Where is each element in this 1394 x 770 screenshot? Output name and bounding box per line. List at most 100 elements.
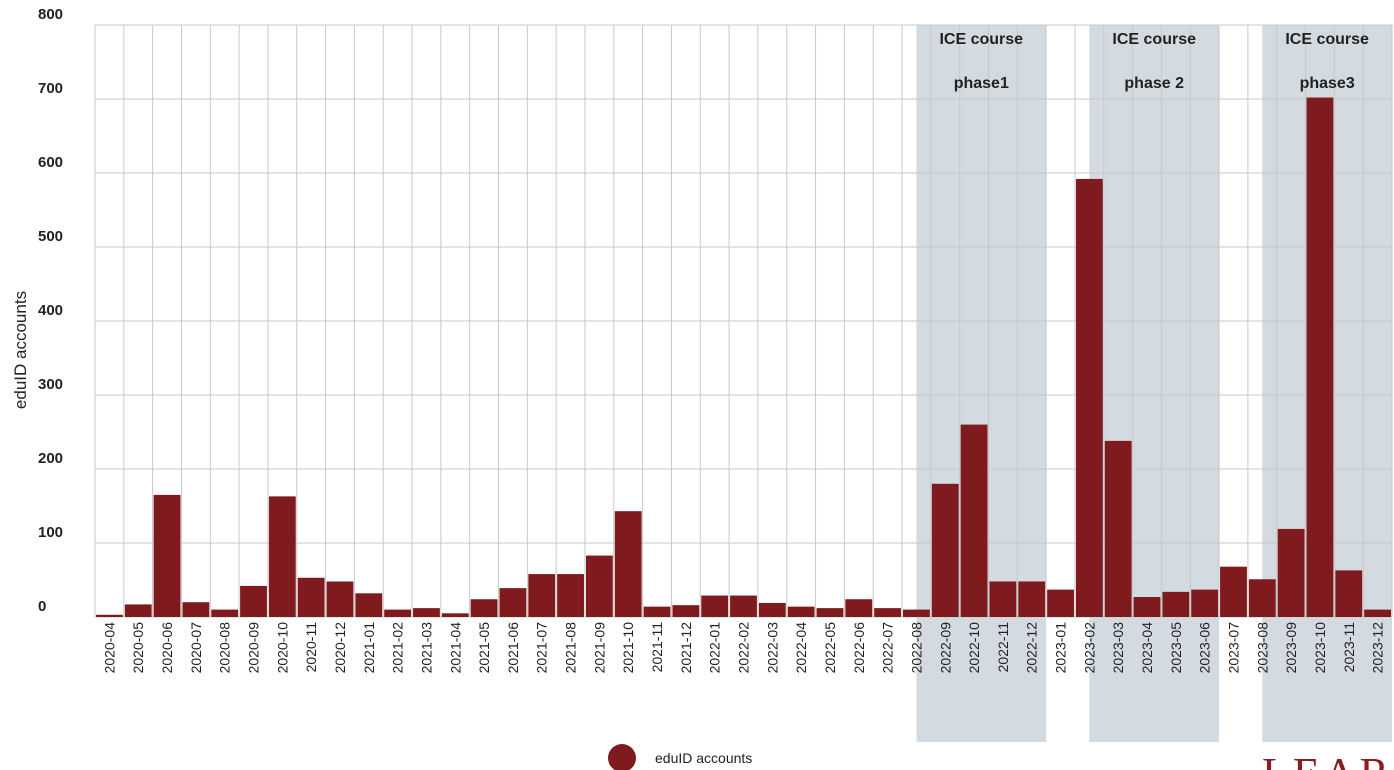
x-tick-label: 2021-07	[534, 622, 550, 674]
bar-2021-09	[585, 555, 613, 617]
shaded-region-2	[1089, 25, 1220, 742]
bar-2021-07	[528, 574, 556, 617]
bar-2022-07	[874, 608, 902, 617]
bar-2023-08	[1248, 579, 1276, 617]
legend-marker	[608, 744, 636, 770]
bar-2022-02	[730, 595, 757, 617]
bar-2023-12	[1364, 609, 1391, 617]
shaded-region-labels: ICE course phase1 ICE course phase 2 ICE cou…	[939, 31, 1369, 92]
x-tick-label: 2022-11	[995, 622, 1011, 673]
x-tick-label: 2021-01	[361, 622, 377, 674]
y-axis-label: eduID accounts	[11, 291, 30, 409]
x-tick-label: 2021-02	[390, 622, 406, 674]
x-tick-label: 2020-04	[101, 622, 117, 674]
y-tick-label: 800	[38, 6, 63, 23]
x-tick-label: 2023-08	[1254, 622, 1270, 674]
bar-2020-07	[182, 602, 210, 617]
bar-2022-12	[1018, 581, 1046, 617]
x-tick-label: 2021-12	[678, 622, 694, 674]
y-tick-label: 500	[38, 228, 63, 245]
bar-2022-05	[816, 608, 844, 617]
bar-2021-08	[557, 574, 584, 617]
bar-2020-04	[96, 614, 123, 617]
shaded-region-label-line2: phase3	[1300, 75, 1355, 92]
x-tick-label: 2023-12	[1370, 622, 1386, 674]
x-tick-label: 2022-12	[1024, 622, 1040, 674]
bar-2022-09	[931, 483, 959, 617]
x-tick-label: 2021-11	[649, 622, 665, 673]
x-tick-label: 2022-06	[851, 622, 867, 674]
bar-2021-01	[355, 593, 383, 617]
shaded-region-1	[916, 25, 1047, 742]
bar-2021-11	[643, 606, 671, 617]
y-axis-ticks: 0 100 200 300 400 500 600 700 800	[38, 6, 63, 615]
y-tick-label: 600	[38, 154, 63, 171]
x-tick-label: 2023-07	[1225, 622, 1241, 674]
bar-2021-10	[614, 511, 642, 617]
x-tick-label: 2020-05	[130, 622, 146, 674]
bar-2021-02	[384, 609, 412, 617]
bar-2021-06	[499, 588, 527, 617]
bar-2020-12	[326, 581, 354, 617]
x-tick-label: 2020-11	[303, 622, 319, 673]
x-tick-label: 2023-01	[1053, 622, 1069, 674]
bar-2022-11	[989, 581, 1017, 617]
gridlines	[94, 24, 1393, 618]
x-tick-label: 2022-03	[764, 622, 780, 674]
bar-2023-10	[1306, 97, 1334, 617]
bar-2022-08	[903, 609, 930, 617]
shaded-region-label-line1: ICE course	[1112, 31, 1196, 48]
x-tick-label: 2023-04	[1139, 622, 1155, 674]
bar-2022-03	[758, 602, 786, 617]
bar-2021-03	[413, 608, 440, 617]
bar-2022-01	[701, 595, 729, 617]
bar-2020-05	[124, 604, 152, 617]
x-tick-label: 2021-06	[505, 622, 521, 674]
bar-2022-06	[845, 599, 873, 617]
x-tick-label: 2022-07	[880, 622, 896, 674]
x-tick-label: 2023-05	[1168, 622, 1184, 674]
x-tick-label: 2023-09	[1283, 622, 1299, 674]
bar-2023-03	[1104, 440, 1132, 617]
x-tick-label: 2023-03	[1110, 622, 1126, 674]
x-tick-label: 2022-04	[793, 622, 809, 674]
shaded-region-label-line2: phase1	[954, 75, 1009, 92]
x-tick-label: 2022-09	[937, 622, 953, 674]
x-tick-label: 2022-01	[707, 622, 723, 674]
bar-2023-05	[1162, 591, 1190, 617]
x-tick-label: 2023-02	[1081, 622, 1097, 674]
bar-2020-08	[211, 609, 239, 617]
y-tick-label: 300	[38, 376, 63, 393]
y-tick-label: 400	[38, 302, 63, 319]
shaded-region-label-line1: ICE course	[939, 31, 1023, 48]
bar-2022-10	[960, 424, 988, 617]
bar-2023-04	[1133, 597, 1161, 617]
bar-2021-05	[470, 599, 498, 617]
x-axis-ticks: 2020-04 2020-05 2020-06 2020-07 2020-08 2020-…	[101, 622, 1385, 674]
shaded-region-label-line1: ICE course	[1285, 31, 1369, 48]
x-tick-label: 2020-10	[274, 622, 290, 674]
x-tick-label: 2021-09	[591, 622, 607, 674]
bar-2020-10	[268, 496, 296, 617]
x-tick-label: 2023-06	[1197, 622, 1213, 674]
bar-2023-11	[1335, 570, 1363, 617]
bar-2020-06	[153, 494, 181, 617]
y-tick-label: 700	[38, 80, 63, 97]
legend: eduID accounts	[608, 744, 752, 770]
x-tick-label: 2020-07	[188, 622, 204, 674]
bar-2023-01	[1047, 589, 1074, 617]
x-tick-label: 2022-05	[822, 622, 838, 674]
y-tick-label: 0	[38, 598, 46, 615]
bar-2023-06	[1191, 589, 1219, 617]
shaded-regions	[916, 25, 1392, 742]
bars	[96, 97, 1391, 618]
x-tick-label: 2020-09	[246, 622, 262, 674]
x-tick-label: 2021-03	[418, 622, 434, 674]
y-tick-label: 200	[38, 450, 63, 467]
x-tick-label: 2021-04	[447, 622, 463, 674]
x-tick-label: 2021-08	[563, 622, 579, 674]
bar-2021-04	[441, 613, 469, 617]
y-tick-label: 100	[38, 524, 63, 541]
x-tick-label: 2020-06	[159, 622, 175, 674]
